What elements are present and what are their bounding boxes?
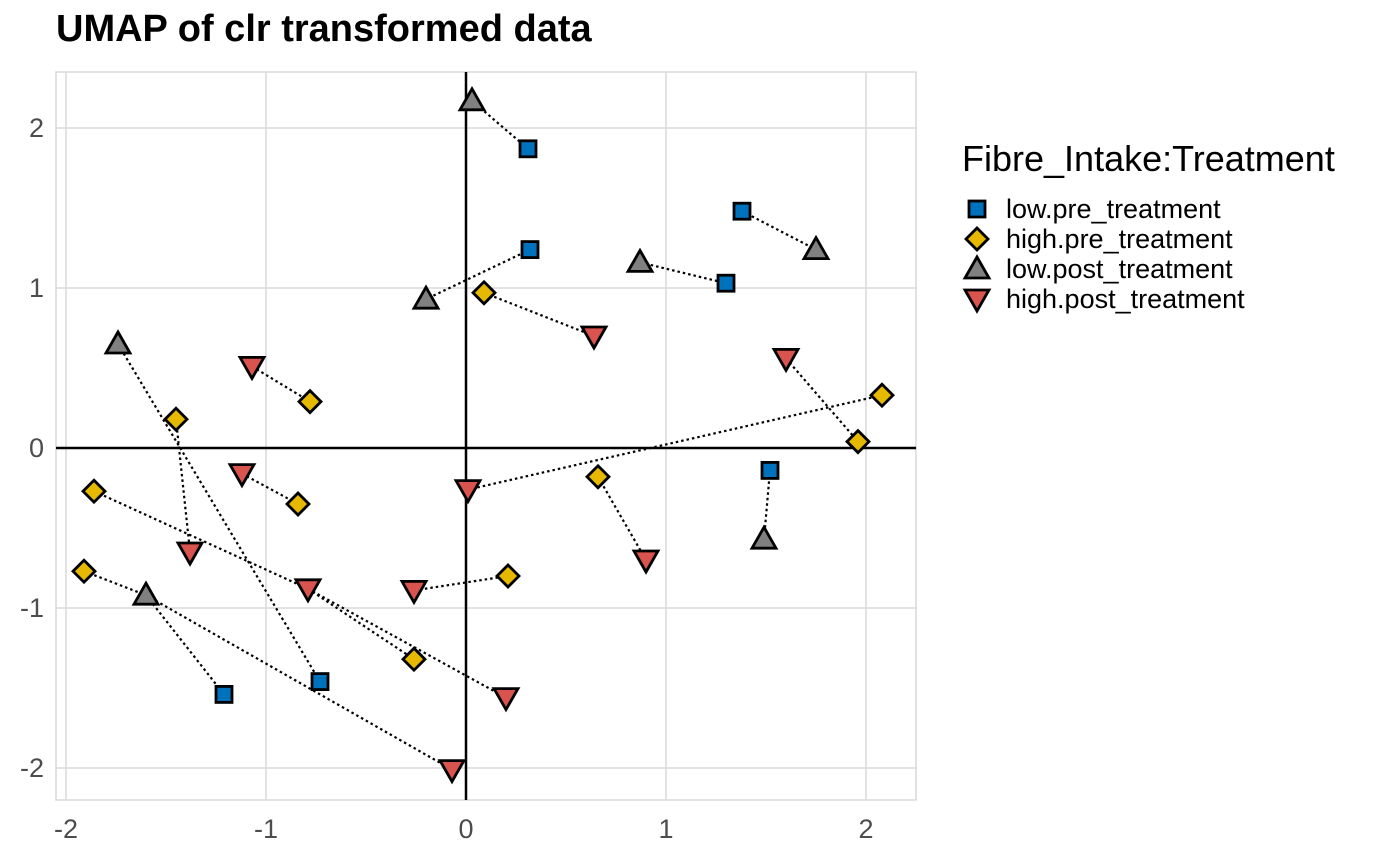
point-triangle-up [625,247,655,273]
pair-line [483,291,595,338]
point-diamond [401,646,427,673]
point-square [520,240,540,260]
y-tick-label: 0 [29,433,44,463]
pair-line [741,210,817,251]
point-triangle-down [293,578,323,604]
x-tick-label: 1 [658,814,673,844]
pair-line [307,587,507,699]
legend-label: low.post_treatment [1006,253,1233,284]
point-triangle-up [131,580,161,606]
y-tick-label: -2 [20,753,44,783]
legend-key-diamond [964,226,990,252]
pair-line [83,570,147,597]
x-tick-label: -2 [54,814,78,844]
point-triangle-down [453,479,483,505]
point-diamond [585,463,611,490]
point-diamond [471,279,497,306]
x-tick-label: 2 [858,814,873,844]
legend-key-square [967,199,987,219]
legend-label: low.pre_treatment [1006,193,1221,224]
legend-key-triangle-up [962,254,992,280]
tick-labels: -2 -1 0 1 2 -2 -1 0 1 2 [20,113,874,844]
point-triangle-down [175,541,205,567]
legend-label: high.pre_treatment [1006,223,1233,254]
point-square [716,273,736,293]
point-diamond [163,406,189,433]
pair-line [145,594,453,771]
pair-line [413,574,509,592]
legend-marker-diamond [964,226,990,252]
legend-marker-triangle-down [962,288,992,314]
point-triangle-down [237,355,267,382]
legend-label: high.post_treatment [1006,283,1245,314]
point-triangle-down [491,687,521,713]
pair-line [117,343,321,683]
legend-items: low.pre_treatment high.pre_treatment low.p… [962,194,1335,314]
point-triangle-up [749,524,779,550]
point-diamond [845,428,871,455]
point-triangle-down [771,347,801,374]
pair-line [145,594,225,696]
legend-item: low.post_treatment [962,254,1335,284]
pair-line [174,419,192,553]
point-diamond [869,382,895,409]
point-diamond [297,388,323,415]
point-triangle-down [399,580,429,606]
legend-key-triangle-down [962,288,992,314]
point-diamond [71,558,97,585]
point-diamond [285,491,311,517]
pair-line [307,587,415,661]
point-triangle-down [227,463,257,489]
x-tick-label: 0 [458,814,473,844]
pair-line [785,357,859,443]
pair-line [93,490,309,590]
pair-line [639,261,727,285]
point-triangle-down [437,759,467,785]
y-tick-label: -1 [20,593,44,623]
pair-connections [83,99,883,771]
pair-line [597,476,647,561]
point-triangle-up [103,329,133,355]
point-triangle-down [579,325,609,351]
y-tick-label: 2 [29,113,44,143]
plot-panel [55,71,917,801]
legend-marker-square [967,199,987,219]
point-square [732,201,752,221]
point-diamond [81,478,107,505]
chart-title: UMAP of clr transformed data [56,8,592,50]
data-points [71,85,895,785]
legend-item: low.pre_treatment [962,194,1335,224]
y-tick-label: 1 [29,273,44,303]
pair-line [251,365,311,403]
point-square [214,685,234,704]
point-square [310,672,330,691]
legend-marker-triangle-up [962,254,992,280]
grid-lines [56,72,916,800]
point-triangle-up [411,284,441,310]
pair-line [467,394,883,491]
point-diamond [495,563,521,589]
x-tick-label: -1 [254,814,278,844]
legend: Fibre_Intake:Treatment low.pre_treatment… [962,138,1335,314]
point-triangle-down [631,549,661,575]
legend-item: high.pre_treatment [962,224,1335,254]
point-square [760,460,780,480]
legend-item: high.post_treatment [962,284,1335,314]
point-triangle-up [801,234,831,261]
point-triangle-up [457,85,487,112]
legend-title: Fibre_Intake:Treatment [962,138,1335,179]
pair-line [762,470,772,540]
point-square [518,139,538,159]
zero-axis-lines [56,72,916,800]
